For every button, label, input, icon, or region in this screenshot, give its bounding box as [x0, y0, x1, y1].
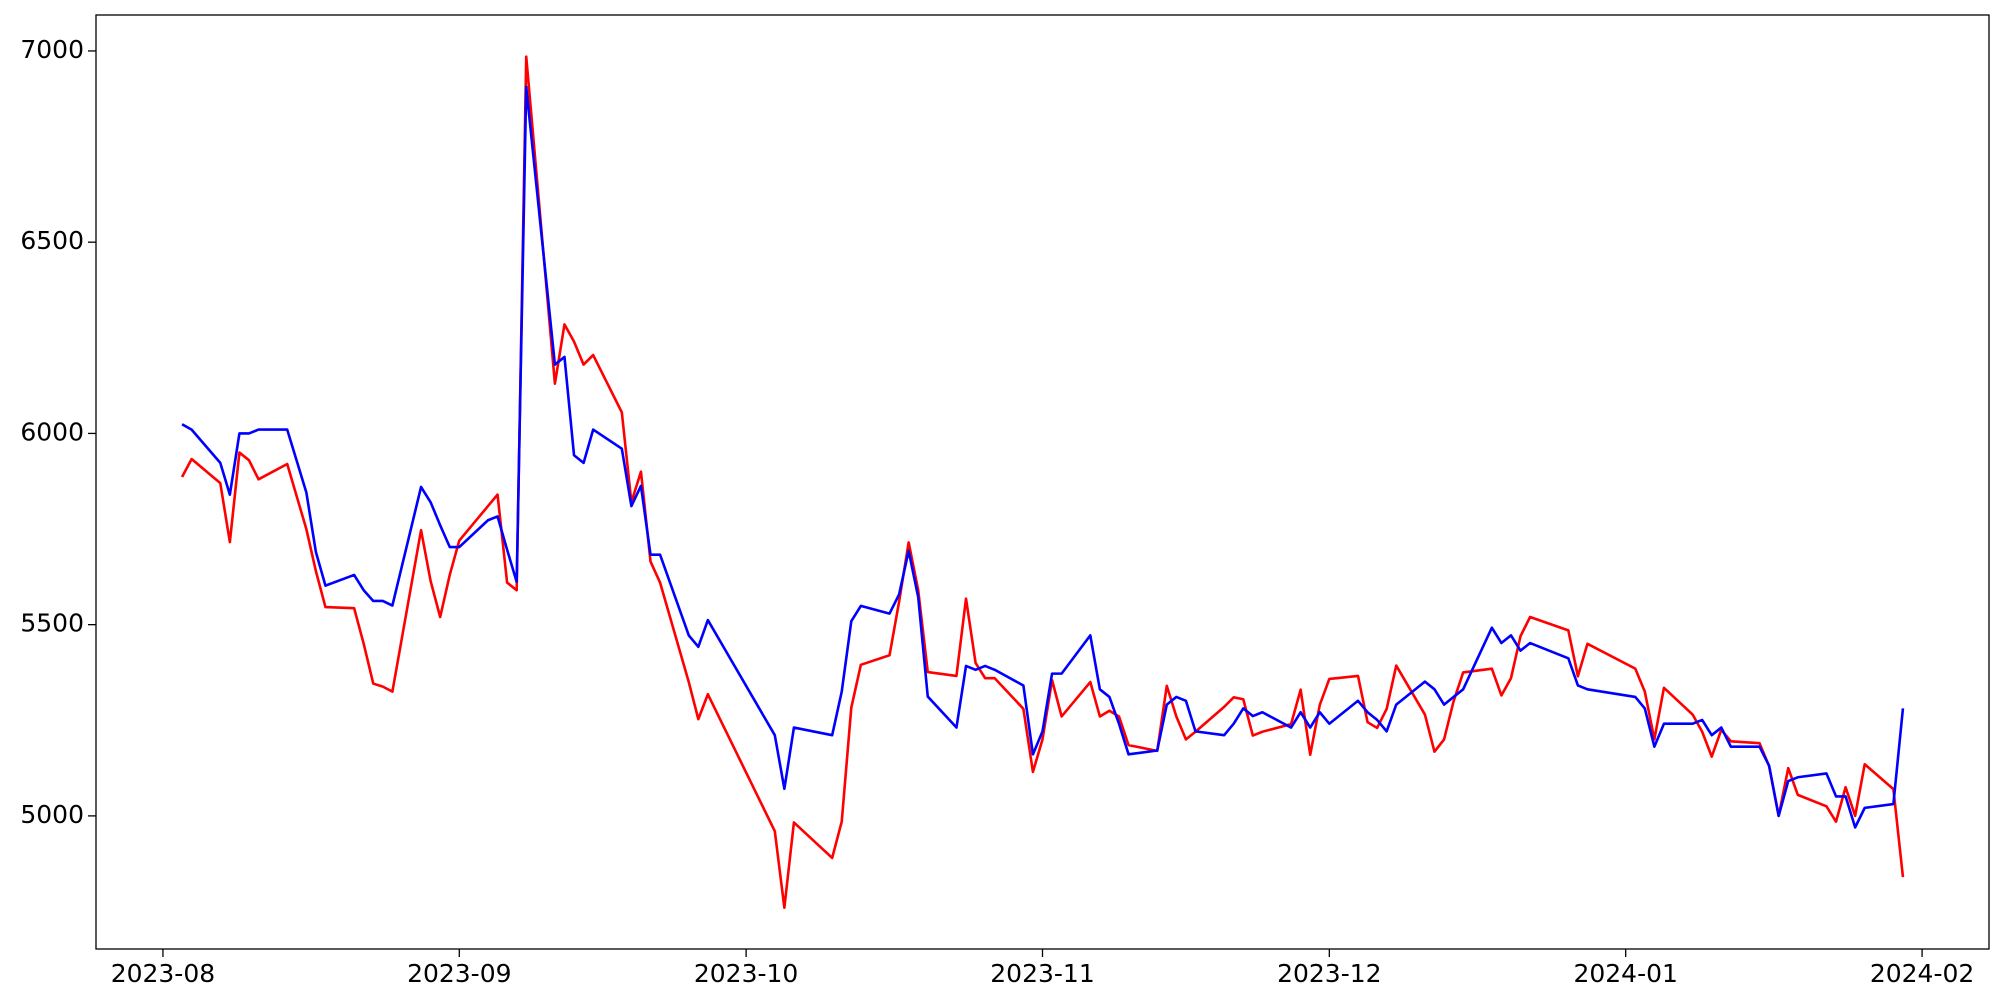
y-tick-label: 6000: [20, 417, 84, 446]
y-tick-label: 5000: [20, 800, 84, 829]
y-tick-label: 7000: [20, 35, 84, 64]
line-series: [181, 85, 1905, 829]
x-tick-label: 2023-10: [694, 959, 798, 988]
x-tick-label: 2023-08: [111, 959, 215, 988]
x-tick-label: 2023-11: [990, 959, 1094, 988]
x-tick-label: 2023-09: [407, 959, 511, 988]
line-series: [180, 55, 1905, 909]
x-tick-label: 2023-12: [1277, 959, 1381, 988]
x-tick-label: 2024-02: [1870, 959, 1974, 988]
plot-frame: [95, 14, 1990, 950]
y-tick-label: 5500: [20, 609, 84, 638]
y-tick-label: 6500: [20, 226, 84, 255]
x-tick-label: 2024-01: [1573, 959, 1677, 988]
